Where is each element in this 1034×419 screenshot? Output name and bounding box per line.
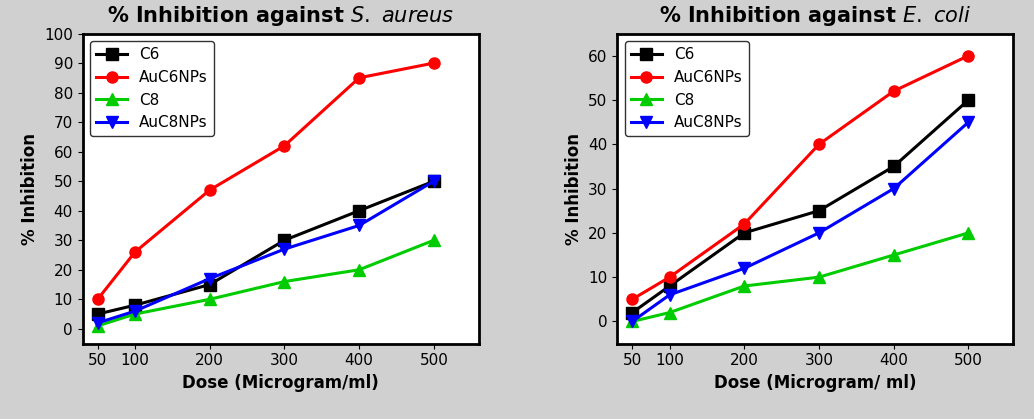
C8 bbox=[963, 230, 975, 235]
AuC8NPs bbox=[887, 186, 900, 191]
Line: AuC6NPs: AuC6NPs bbox=[627, 50, 974, 305]
AuC6NPs bbox=[278, 143, 291, 148]
C8 bbox=[626, 319, 638, 324]
C8 bbox=[664, 310, 676, 315]
X-axis label: Dose (Microgram/ml): Dose (Microgram/ml) bbox=[182, 374, 379, 392]
Title: % Inhibition against $\it{E.\ coli}$: % Inhibition against $\it{E.\ coli}$ bbox=[660, 5, 971, 28]
AuC6NPs bbox=[353, 75, 365, 80]
AuC8NPs bbox=[963, 119, 975, 124]
Y-axis label: % Inhibition: % Inhibition bbox=[21, 132, 38, 245]
X-axis label: Dose (Microgram/ ml): Dose (Microgram/ ml) bbox=[714, 374, 916, 392]
Line: C8: C8 bbox=[627, 227, 974, 327]
Line: C6: C6 bbox=[92, 176, 439, 320]
AuC8NPs bbox=[664, 292, 676, 297]
AuC8NPs bbox=[129, 308, 142, 313]
Title: % Inhibition against $\it{S.\ aureus}$: % Inhibition against $\it{S.\ aureus}$ bbox=[108, 5, 454, 28]
Line: C6: C6 bbox=[627, 94, 974, 318]
C6 bbox=[91, 312, 103, 317]
AuC8NPs bbox=[813, 230, 825, 235]
C8 bbox=[129, 312, 142, 317]
C6 bbox=[664, 284, 676, 289]
AuC6NPs bbox=[91, 297, 103, 302]
AuC6NPs bbox=[963, 53, 975, 58]
C8 bbox=[428, 238, 440, 243]
AuC8NPs bbox=[738, 266, 751, 271]
AuC6NPs bbox=[204, 188, 216, 193]
C6 bbox=[278, 238, 291, 243]
C6 bbox=[738, 230, 751, 235]
Line: C8: C8 bbox=[92, 235, 439, 331]
AuC6NPs bbox=[664, 274, 676, 279]
C8 bbox=[813, 274, 825, 279]
AuC6NPs bbox=[738, 222, 751, 227]
C6 bbox=[813, 208, 825, 213]
AuC8NPs bbox=[428, 178, 440, 184]
AuC6NPs bbox=[626, 297, 638, 302]
AuC8NPs bbox=[626, 319, 638, 324]
AuC8NPs bbox=[353, 223, 365, 228]
C6 bbox=[626, 310, 638, 315]
C6 bbox=[353, 208, 365, 213]
C8 bbox=[278, 279, 291, 284]
Line: AuC8NPs: AuC8NPs bbox=[627, 116, 974, 327]
C6 bbox=[887, 164, 900, 169]
AuC8NPs bbox=[204, 276, 216, 281]
C8 bbox=[887, 253, 900, 258]
C8 bbox=[738, 284, 751, 289]
C8 bbox=[91, 323, 103, 328]
Line: AuC6NPs: AuC6NPs bbox=[92, 57, 439, 305]
AuC6NPs bbox=[428, 60, 440, 65]
AuC6NPs bbox=[129, 250, 142, 255]
Y-axis label: % Inhibition: % Inhibition bbox=[565, 132, 583, 245]
C8 bbox=[204, 297, 216, 302]
C6 bbox=[963, 98, 975, 103]
C8 bbox=[353, 267, 365, 272]
AuC8NPs bbox=[278, 246, 291, 251]
Legend: C6, AuC6NPs, C8, AuC8NPs: C6, AuC6NPs, C8, AuC8NPs bbox=[90, 41, 214, 136]
Legend: C6, AuC6NPs, C8, AuC8NPs: C6, AuC6NPs, C8, AuC8NPs bbox=[625, 41, 749, 136]
AuC8NPs bbox=[91, 321, 103, 326]
C6 bbox=[428, 178, 440, 184]
AuC6NPs bbox=[813, 142, 825, 147]
AuC6NPs bbox=[887, 88, 900, 93]
C6 bbox=[129, 303, 142, 308]
C6 bbox=[204, 282, 216, 287]
Line: AuC8NPs: AuC8NPs bbox=[92, 176, 439, 328]
